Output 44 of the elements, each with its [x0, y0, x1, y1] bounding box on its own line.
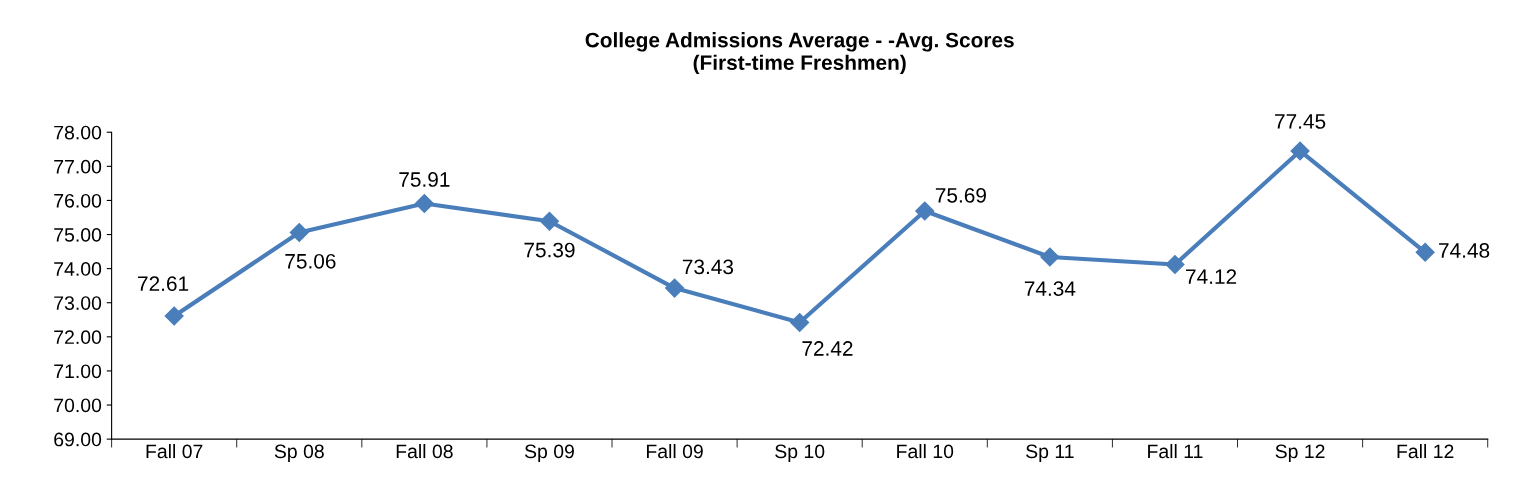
- y-tick-label: 72.00: [54, 330, 102, 345]
- data-label: 72.42: [802, 341, 853, 356]
- y-tick-label: 78.00: [54, 125, 102, 140]
- x-tick-label: Fall 10: [897, 443, 954, 459]
- x-tick-label: Fall 07: [146, 443, 203, 459]
- point: [414, 193, 434, 214]
- point: [790, 312, 810, 333]
- point: [1290, 141, 1310, 161]
- data-label: 74.12: [1186, 269, 1237, 284]
- y-tick-label: 75.00: [54, 228, 102, 242]
- x-tick-label: Fall 09: [646, 443, 703, 459]
- x-tick-label: Sp 10: [775, 444, 825, 463]
- data-label: 77.45: [1275, 114, 1326, 129]
- y-tick-label: 69.00: [54, 432, 102, 447]
- point: [915, 201, 935, 221]
- point: [1415, 242, 1435, 262]
- data-label: 73.43: [682, 259, 734, 275]
- y-tick-label: 74.00: [54, 262, 102, 276]
- point: [665, 278, 685, 298]
- y-tick-label: 76.00: [54, 193, 102, 208]
- point: [539, 211, 560, 231]
- data-label: 72.61: [138, 276, 189, 292]
- data-label: 75.06: [285, 253, 336, 269]
- data-label: 75.39: [524, 242, 575, 258]
- x-tick-label: Sp 09: [524, 444, 574, 463]
- point: [164, 306, 184, 326]
- data-label: 75.91: [399, 172, 450, 187]
- point: [1165, 255, 1185, 275]
- y-tick-label: 70.00: [54, 398, 102, 413]
- x-tick-label: Sp 12: [1275, 444, 1325, 463]
- x-tick-label: Sp 08: [274, 444, 324, 463]
- data-label: 74.34: [1024, 281, 1076, 296]
- x-tick-label: Fall 12: [1397, 443, 1454, 459]
- y-tick-label: 77.00: [54, 159, 102, 174]
- chart-title: College Admissions Average - -Avg. Scores (First-time Freshmen): [585, 32, 1014, 75]
- point: [289, 222, 309, 243]
- data-label: 75.69: [935, 187, 986, 203]
- y-tick-label: 71.00: [54, 364, 102, 379]
- y-tick-label: 73.00: [54, 296, 102, 310]
- point: [1040, 247, 1060, 267]
- x-tick-label: Fall 11: [1148, 443, 1203, 459]
- x-tick-label: Sp 11: [1026, 444, 1074, 463]
- data-label: 74.48: [1439, 243, 1490, 258]
- x-tick-label: Fall 08: [396, 443, 453, 459]
